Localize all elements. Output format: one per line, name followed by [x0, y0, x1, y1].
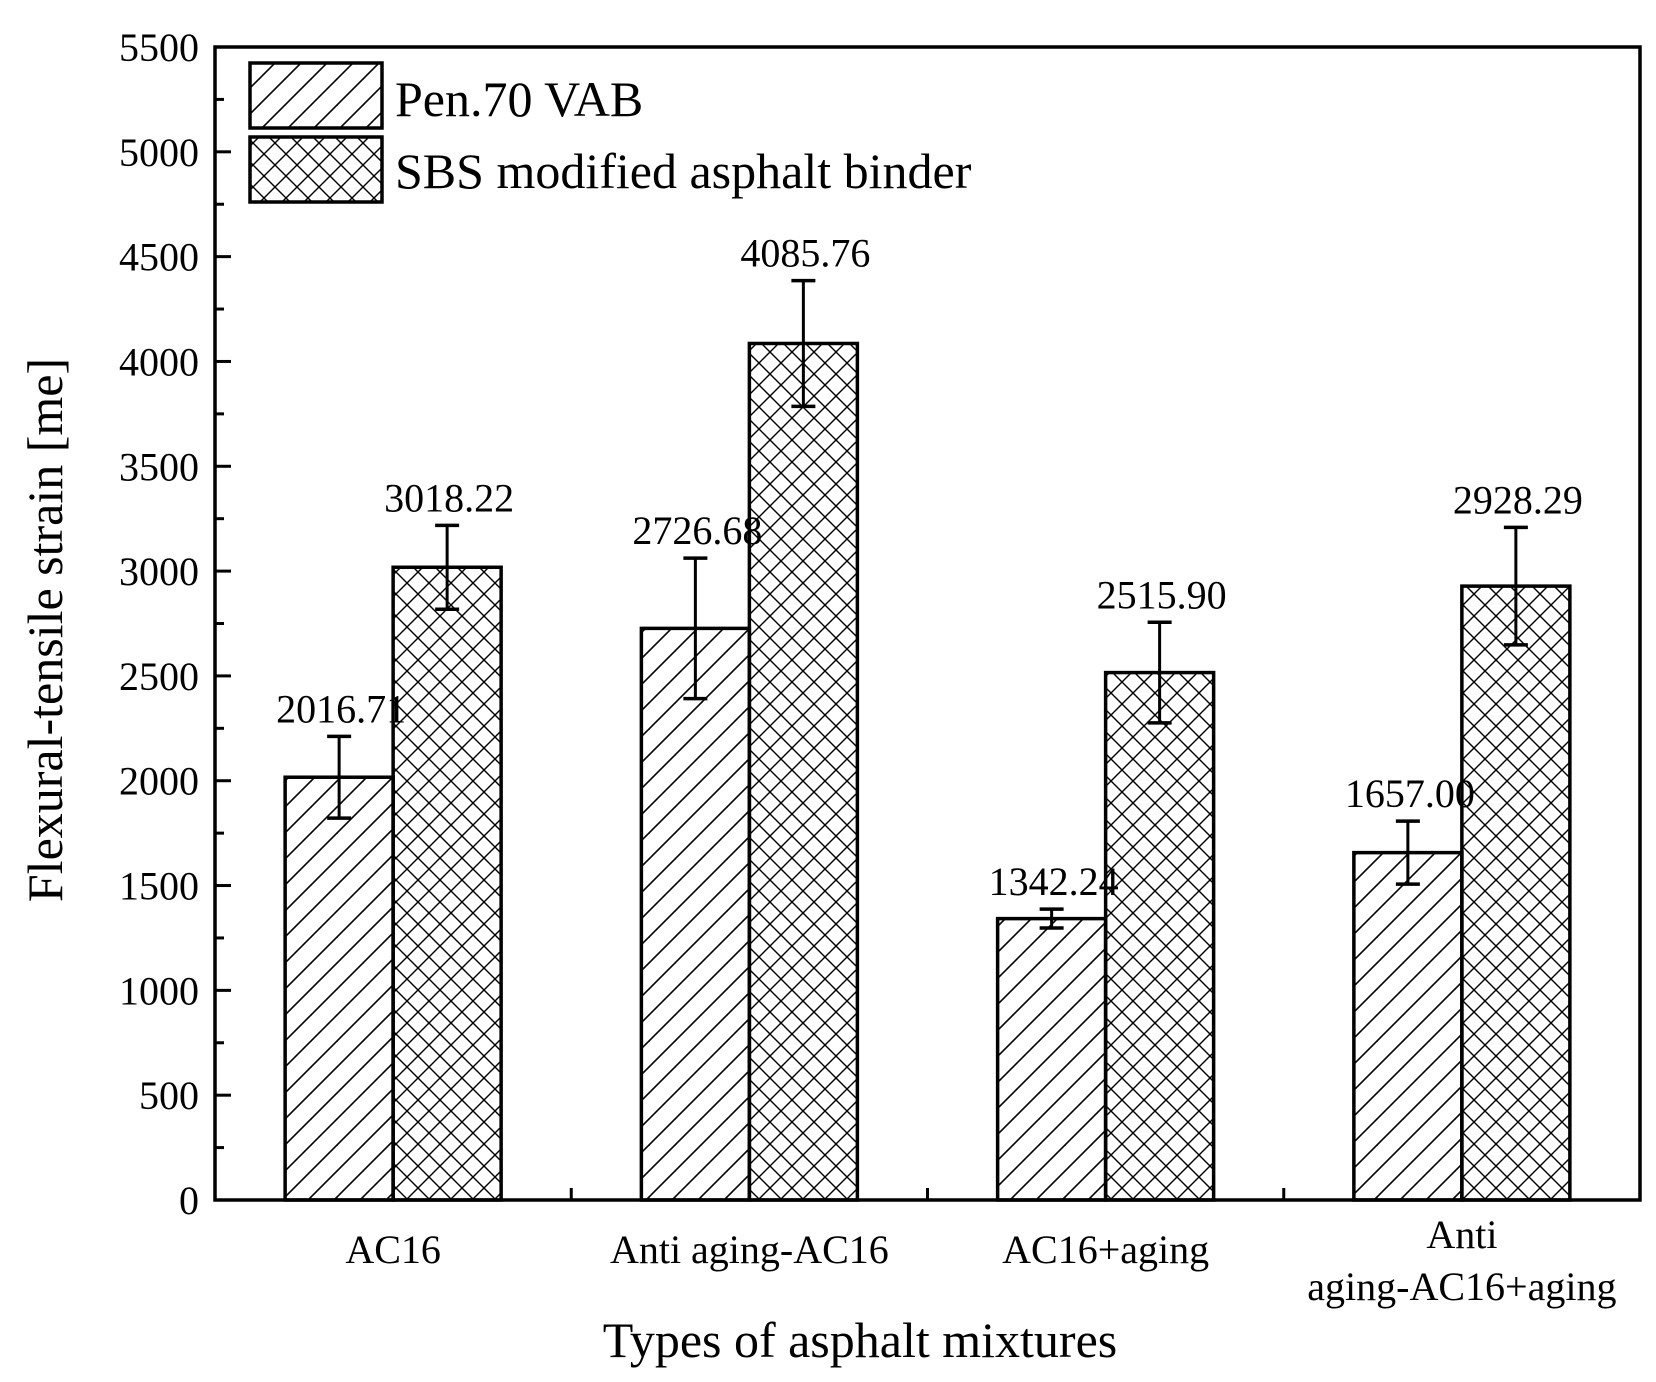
legend-swatch-sbs-modified — [248, 135, 384, 204]
data-label: 4085.76 — [740, 231, 870, 276]
bar — [283, 775, 395, 1202]
data-label: 3018.22 — [384, 475, 514, 520]
y-tick-label: 4500 — [119, 235, 199, 280]
bar — [747, 341, 860, 1202]
x-axis-title: Types of asphalt mixtures — [603, 1312, 1117, 1368]
y-tick-label: 4000 — [119, 339, 199, 384]
legend-label-sbs-modified: SBS modified asphalt binder — [395, 143, 972, 199]
y-axis-ticks: 0 500 1000 1500 2000 2500 3000 3500 4000 4500 5000… — [119, 25, 231, 1223]
y-tick-label: 0 — [179, 1178, 199, 1223]
x-category-label: Anti — [1426, 1212, 1497, 1257]
y-tick-label: 3000 — [119, 549, 199, 594]
y-axis-title: Flexural-tensile strain [me] — [17, 358, 73, 902]
data-label: 2016.71 — [276, 686, 406, 731]
y-tick-label: 5500 — [119, 25, 199, 70]
y-tick-label: 3500 — [119, 444, 199, 489]
x-category-label: aging-AC16+aging — [1307, 1264, 1616, 1309]
data-label: 2928.29 — [1453, 477, 1583, 522]
x-category-label: AC16 — [345, 1227, 441, 1272]
data-label: 2515.90 — [1097, 572, 1227, 617]
bar — [995, 916, 1108, 1202]
legend-label-pen70-vab: Pen.70 VAB — [395, 71, 643, 127]
data-label: 1657.00 — [1345, 771, 1475, 816]
y-tick-label: 1000 — [119, 968, 199, 1013]
legend: Pen.70 VAB SBS modified asphalt binder — [248, 61, 972, 204]
x-axis-ticks: AC16 Anti aging-AC16 AC16+aging Anti aging-A… — [345, 1188, 1616, 1309]
x-category-label: AC16+aging — [1002, 1227, 1209, 1272]
y-tick-label: 2500 — [119, 654, 199, 699]
y-tick-label: 5000 — [119, 130, 199, 175]
x-category-label: Anti aging-AC16 — [610, 1227, 889, 1272]
bars-layer — [283, 341, 1572, 1202]
bar — [639, 626, 752, 1202]
y-tick-label: 2000 — [119, 759, 199, 804]
bar — [1460, 584, 1572, 1202]
bar — [1352, 850, 1464, 1202]
y-tick-label: 1500 — [119, 864, 199, 909]
data-label: 1342.24 — [989, 859, 1119, 904]
data-label: 2726.68 — [632, 508, 762, 553]
legend-swatch-pen70-vab — [248, 61, 384, 130]
error-bars-layer — [327, 278, 1528, 930]
bar — [1103, 670, 1216, 1202]
y-tick-label: 500 — [139, 1073, 199, 1118]
bar — [391, 565, 503, 1202]
data-labels-layer: 2016.71 2726.68 1342.24 1657.00 3018.22 4085.… — [276, 231, 1583, 905]
